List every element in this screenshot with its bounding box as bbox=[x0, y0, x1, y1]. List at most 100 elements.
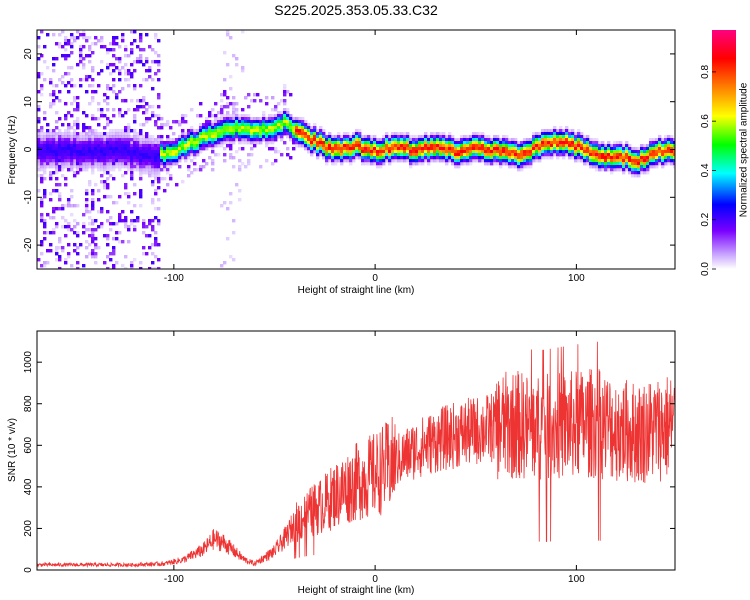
heatmap-cell bbox=[199, 132, 203, 136]
heatmap-cell bbox=[577, 132, 581, 136]
heatmap-cell bbox=[301, 132, 305, 136]
heatmap-cell bbox=[67, 54, 71, 58]
heatmap-cell bbox=[499, 141, 503, 145]
heatmap-cell bbox=[265, 144, 269, 148]
heatmap-cell bbox=[571, 129, 575, 133]
heatmap-cell bbox=[112, 138, 116, 142]
heatmap-cell bbox=[556, 153, 560, 157]
y-tick-label: 10 bbox=[23, 96, 34, 108]
heatmap-cell bbox=[529, 156, 533, 160]
heatmap-cell bbox=[85, 75, 89, 79]
heatmap-cell bbox=[526, 159, 530, 163]
heatmap-cell bbox=[409, 153, 413, 157]
heatmap-cell bbox=[61, 204, 65, 208]
heatmap-cell bbox=[145, 153, 149, 157]
heatmap-cell bbox=[556, 129, 560, 133]
heatmap-cell bbox=[223, 132, 227, 136]
heatmap-cell bbox=[79, 51, 83, 55]
heatmap-cell bbox=[484, 159, 488, 163]
heatmap-cell bbox=[49, 243, 53, 247]
heatmap-cell bbox=[409, 156, 413, 160]
heatmap-cell bbox=[517, 165, 521, 169]
heatmap-cell bbox=[343, 147, 347, 151]
heatmap-cell bbox=[463, 162, 467, 166]
heatmap-cell bbox=[124, 69, 128, 73]
heatmap-cell bbox=[361, 141, 365, 145]
heatmap-cell bbox=[583, 138, 587, 142]
heatmap-cell bbox=[85, 246, 89, 250]
heatmap-cell bbox=[163, 168, 167, 172]
heatmap-cell bbox=[313, 126, 317, 130]
heatmap-cell bbox=[358, 147, 362, 151]
heatmap-cell bbox=[49, 153, 53, 157]
heatmap-cell bbox=[220, 129, 224, 133]
heatmap-cell bbox=[52, 216, 56, 220]
heatmap-cell bbox=[82, 63, 86, 67]
heatmap-cell bbox=[91, 222, 95, 226]
heatmap-cell bbox=[268, 117, 272, 121]
heatmap-cell bbox=[298, 123, 302, 127]
heatmap-cell bbox=[652, 153, 656, 157]
heatmap-cell bbox=[208, 120, 212, 124]
heatmap-cell bbox=[313, 132, 317, 136]
heatmap-cell bbox=[49, 144, 53, 148]
heatmap-cell bbox=[211, 168, 215, 172]
heatmap-cell bbox=[64, 147, 68, 151]
heatmap-cell bbox=[103, 234, 107, 238]
heatmap-cell bbox=[544, 156, 548, 160]
heatmap-cell bbox=[40, 93, 44, 97]
heatmap-cell bbox=[529, 159, 533, 163]
heatmap-cell bbox=[526, 162, 530, 166]
heatmap-cell bbox=[646, 156, 650, 160]
heatmap-cell bbox=[58, 207, 62, 211]
heatmap-cell bbox=[328, 138, 332, 142]
heatmap-cell bbox=[547, 147, 551, 151]
heatmap-cell bbox=[127, 195, 131, 199]
heatmap-cell bbox=[274, 159, 278, 163]
y-tick-label: -10 bbox=[23, 190, 34, 205]
heatmap-cell bbox=[157, 63, 161, 67]
heatmap-cell bbox=[103, 150, 107, 154]
heatmap-cell bbox=[376, 147, 380, 151]
heatmap-cell bbox=[247, 153, 251, 157]
heatmap-cell bbox=[649, 141, 653, 145]
heatmap-cell bbox=[154, 171, 158, 175]
heatmap-cell bbox=[91, 189, 95, 193]
heatmap-cell bbox=[112, 135, 116, 139]
heatmap-cell bbox=[451, 141, 455, 145]
heatmap-cell bbox=[664, 141, 668, 145]
heatmap-cell bbox=[403, 153, 407, 157]
heatmap-cell bbox=[553, 129, 557, 133]
heatmap-cell bbox=[523, 138, 527, 142]
heatmap-cell bbox=[610, 153, 614, 157]
heatmap-cell bbox=[181, 153, 185, 157]
heatmap-cell bbox=[613, 168, 617, 172]
heatmap-cell bbox=[370, 141, 374, 145]
heatmap-cell bbox=[406, 159, 410, 163]
heatmap-cell bbox=[544, 144, 548, 148]
heatmap-cell bbox=[100, 180, 104, 184]
heatmap-cell bbox=[520, 153, 524, 157]
heatmap-cell bbox=[58, 78, 62, 82]
heatmap-cell bbox=[76, 156, 80, 160]
heatmap-cell bbox=[85, 135, 89, 139]
heatmap-cell bbox=[352, 159, 356, 163]
heatmap-cell bbox=[538, 159, 542, 163]
heatmap-cell bbox=[64, 144, 68, 148]
heatmap-cell bbox=[91, 147, 95, 151]
heatmap-cell bbox=[478, 147, 482, 151]
heatmap-cell bbox=[628, 156, 632, 160]
heatmap-cell bbox=[655, 138, 659, 142]
heatmap-cell bbox=[433, 132, 437, 136]
heatmap-cell bbox=[178, 141, 182, 145]
spectrogram-xlabel: Height of straight line (km) bbox=[298, 285, 415, 296]
heatmap-cell bbox=[49, 138, 53, 142]
x-tick-label: -100 bbox=[164, 574, 184, 585]
heatmap-cell bbox=[673, 159, 675, 163]
heatmap-cell bbox=[502, 138, 506, 142]
heatmap-cell bbox=[121, 162, 125, 166]
heatmap-cell bbox=[307, 144, 311, 148]
heatmap-cell bbox=[109, 48, 113, 52]
heatmap-cell bbox=[226, 123, 230, 127]
heatmap-cell bbox=[211, 147, 215, 151]
